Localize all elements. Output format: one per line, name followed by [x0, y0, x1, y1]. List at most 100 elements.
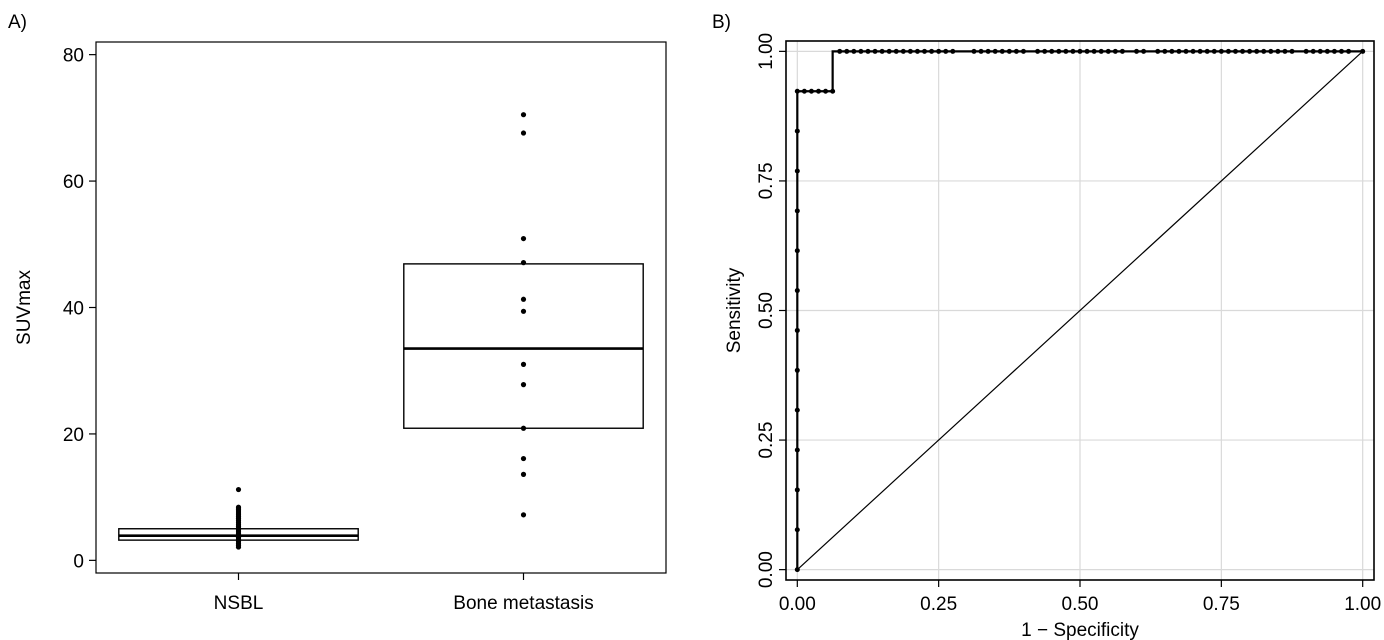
- panel-a-boxes: [118, 263, 644, 541]
- data-point: [520, 471, 527, 477]
- roc-point: [1232, 48, 1238, 54]
- roc-point: [971, 48, 977, 54]
- roc-point: [794, 527, 800, 533]
- roc-point: [1183, 48, 1189, 54]
- roc-point: [1240, 48, 1246, 54]
- roc-point: [865, 48, 871, 54]
- roc-point: [1084, 48, 1090, 54]
- roc-point: [1331, 48, 1337, 54]
- panel-b-y-tick-label: 0.00: [756, 551, 777, 588]
- roc-point: [978, 48, 984, 54]
- panel-b-x-tick-label: 1.00: [1344, 594, 1381, 615]
- panel-b-y-tick-label: 0.75: [756, 162, 777, 199]
- box-1: [403, 263, 644, 429]
- roc-point: [1091, 48, 1097, 54]
- roc-point: [830, 88, 836, 94]
- panel-b-points: [794, 48, 1366, 573]
- data-point: [520, 308, 527, 314]
- roc-point: [936, 48, 942, 54]
- roc-point: [1218, 48, 1224, 54]
- panel-a-y-tick-label: 0: [73, 551, 84, 572]
- roc-point: [1134, 48, 1140, 54]
- roc-point: [858, 48, 864, 54]
- roc-point: [872, 48, 878, 54]
- roc-point: [907, 48, 913, 54]
- roc-point: [893, 48, 899, 54]
- roc-point: [900, 48, 906, 54]
- data-point: [520, 512, 527, 518]
- panel-a-label: A): [8, 12, 27, 33]
- panel-b-x-axis-label: 1 − Specificity: [1021, 620, 1139, 640]
- roc-point: [1155, 48, 1161, 54]
- data-point: [520, 361, 527, 367]
- roc-point: [1261, 48, 1267, 54]
- roc-point: [929, 48, 935, 54]
- roc-point: [823, 88, 829, 94]
- roc-point: [837, 48, 843, 54]
- panel-b-x-tick-label: 0.75: [1203, 594, 1240, 615]
- roc-point: [879, 48, 885, 54]
- roc-point: [999, 48, 1005, 54]
- panel-a-frame: [95, 41, 667, 574]
- roc-point: [1346, 48, 1352, 54]
- roc-point: [1112, 48, 1118, 54]
- panel-a-x-tick-label: Bone metastasis: [453, 593, 593, 614]
- roc-point: [1020, 48, 1026, 54]
- panel-b-frame: [785, 40, 1375, 581]
- roc-point: [1268, 48, 1274, 54]
- data-point: [235, 504, 242, 510]
- roc-point: [1289, 48, 1295, 54]
- roc-point: [1176, 48, 1182, 54]
- panel-a-boxplot: 0 20 40 60 80 NSBL Bone metastasis SUVmax: [14, 41, 667, 614]
- panel-a-y-tick-label: 40: [63, 299, 84, 320]
- roc-point: [1042, 48, 1048, 54]
- roc-point: [794, 407, 800, 413]
- roc-point: [950, 48, 956, 54]
- roc-point: [1225, 48, 1231, 54]
- roc-point: [816, 88, 822, 94]
- data-point: [520, 235, 527, 242]
- roc-point: [1360, 48, 1366, 54]
- roc-point: [1119, 48, 1125, 54]
- data-point: [520, 382, 527, 388]
- panel-b-y-tick-label: 0.50: [756, 292, 777, 329]
- roc-point: [794, 88, 800, 94]
- roc-point: [1098, 48, 1104, 54]
- roc-point: [1303, 48, 1309, 54]
- panel-a-y-tick-label: 80: [63, 46, 84, 67]
- roc-point: [794, 487, 800, 493]
- roc-point: [794, 447, 800, 453]
- roc-point: [1310, 48, 1316, 54]
- roc-point: [1204, 48, 1210, 54]
- roc-point: [1317, 48, 1323, 54]
- panel-a-y-tick-label: 60: [63, 172, 84, 193]
- roc-point: [1063, 48, 1069, 54]
- roc-point: [794, 168, 800, 174]
- roc-point: [1211, 48, 1217, 54]
- panel-b-label: B): [712, 12, 731, 33]
- roc-point: [851, 48, 857, 54]
- data-point: [520, 425, 527, 431]
- roc-point: [985, 48, 991, 54]
- roc-point: [844, 48, 850, 54]
- roc-point: [794, 288, 800, 294]
- roc-point: [886, 48, 892, 54]
- panel-b-y-tick-label: 1.00: [756, 33, 777, 70]
- data-point: [520, 112, 527, 118]
- roc-point: [1275, 48, 1281, 54]
- reference-diagonal-line: [796, 50, 1364, 571]
- roc-point: [808, 88, 814, 94]
- panel-a-x-tick-label: NSBL: [214, 593, 264, 614]
- roc-point: [794, 367, 800, 373]
- panel-a-y-axis-label: SUVmax: [14, 270, 35, 345]
- roc-point: [1006, 48, 1012, 54]
- roc-point: [1077, 48, 1083, 54]
- roc-point: [1049, 48, 1055, 54]
- roc-point: [801, 88, 807, 94]
- roc-point: [943, 48, 949, 54]
- roc-point: [1254, 48, 1260, 54]
- roc-point: [1169, 48, 1175, 54]
- data-point: [235, 486, 242, 493]
- panel-b-y-axis-label: Sensitivity: [724, 267, 745, 353]
- roc-point: [1056, 48, 1062, 54]
